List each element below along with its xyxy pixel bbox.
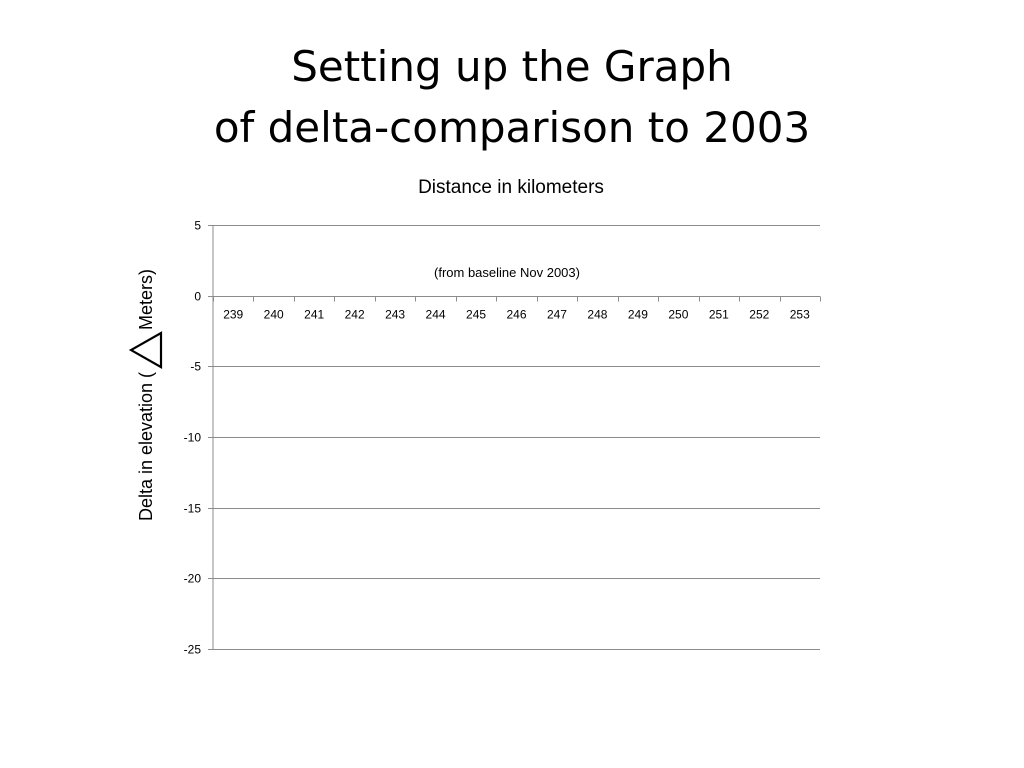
x-tick-label: 249 (628, 308, 648, 322)
y-tick-labels: 5 0 -5 -10 -15 -20 -25 (184, 219, 202, 657)
y-tick-label: 0 (194, 290, 201, 304)
x-tick-label: 253 (790, 308, 810, 322)
x-tick-label: 244 (426, 308, 446, 322)
y-tick-label: 5 (194, 219, 201, 233)
chart-subtitle: (from baseline Nov 2003) (434, 265, 580, 280)
slide-title-line-2: of delta-comparison to 2003 (213, 103, 811, 152)
x-tick-label: 251 (709, 308, 729, 322)
delta-triangle-icon (129, 331, 163, 369)
x-tick-label: 239 (223, 308, 243, 322)
x-tick-label: 242 (345, 308, 365, 322)
y-axis-title-suffix: Meters) (136, 268, 156, 330)
x-tick-label: 247 (547, 308, 567, 322)
x-tick-label: 252 (749, 308, 769, 322)
y-axis-title-prefix: Delta in elevation ( (136, 371, 156, 522)
x-tick-label: 250 (668, 308, 688, 322)
slide-title: Setting up the Graph of delta-comparison… (0, 36, 1024, 158)
x-tick-label: 241 (304, 308, 324, 322)
y-tick-label: -20 (184, 572, 202, 586)
x-tick-label: 246 (506, 308, 526, 322)
y-tick-label: -5 (190, 360, 201, 374)
y-tick-label: -15 (184, 502, 202, 516)
x-tick-label: 243 (385, 308, 405, 322)
x-tick-label: 245 (466, 308, 486, 322)
slide-title-line-1: Setting up the Graph (291, 42, 733, 91)
y-axis-title: Delta in elevation ( Meters) (129, 269, 163, 521)
gridlines (208, 225, 820, 650)
x-tick-label: 240 (264, 308, 284, 322)
x-axis: 239 240 241 242 243 244 245 246 247 248 249 250 251 2… (213, 296, 821, 322)
x-tick-label: 248 (587, 308, 607, 322)
chart-title: Distance in kilometers (418, 177, 604, 198)
y-tick-label: -10 (184, 431, 202, 445)
y-tick-label: -25 (184, 643, 202, 657)
